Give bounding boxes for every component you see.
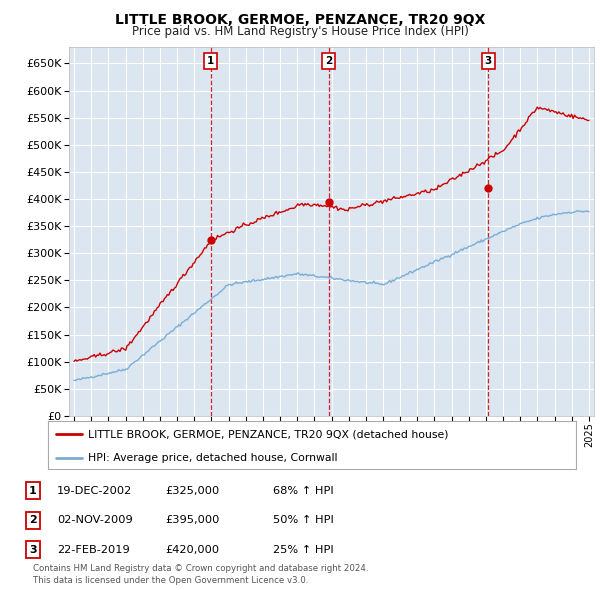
Text: £325,000: £325,000: [165, 486, 219, 496]
Text: 1: 1: [207, 56, 215, 65]
Text: 25% ↑ HPI: 25% ↑ HPI: [273, 545, 334, 555]
Text: £420,000: £420,000: [165, 545, 219, 555]
Text: Price paid vs. HM Land Registry's House Price Index (HPI): Price paid vs. HM Land Registry's House …: [131, 25, 469, 38]
Text: £395,000: £395,000: [165, 516, 220, 525]
Text: 2: 2: [325, 56, 332, 65]
Text: HPI: Average price, detached house, Cornwall: HPI: Average price, detached house, Corn…: [88, 453, 337, 463]
Text: 02-NOV-2009: 02-NOV-2009: [57, 516, 133, 525]
Text: 3: 3: [29, 545, 37, 555]
Text: LITTLE BROOK, GERMOE, PENZANCE, TR20 9QX: LITTLE BROOK, GERMOE, PENZANCE, TR20 9QX: [115, 13, 485, 27]
Text: 2: 2: [29, 516, 37, 525]
Text: 19-DEC-2002: 19-DEC-2002: [57, 486, 132, 496]
Text: 50% ↑ HPI: 50% ↑ HPI: [273, 516, 334, 525]
Text: 22-FEB-2019: 22-FEB-2019: [57, 545, 130, 555]
Text: Contains HM Land Registry data © Crown copyright and database right 2024.
This d: Contains HM Land Registry data © Crown c…: [33, 565, 368, 585]
Text: 3: 3: [485, 56, 492, 65]
Text: 1: 1: [29, 486, 37, 496]
Text: 68% ↑ HPI: 68% ↑ HPI: [273, 486, 334, 496]
Text: LITTLE BROOK, GERMOE, PENZANCE, TR20 9QX (detached house): LITTLE BROOK, GERMOE, PENZANCE, TR20 9QX…: [88, 429, 448, 439]
